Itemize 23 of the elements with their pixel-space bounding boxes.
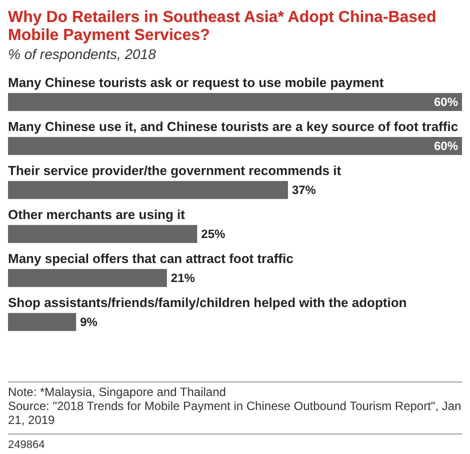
chart-subtitle: % of respondents, 2018	[8, 46, 156, 62]
bar	[8, 269, 167, 287]
y-tick-label: Their service provider/the government recommends it	[8, 163, 342, 178]
y-tick-label: Many special offers that can attract foot traffic	[8, 251, 294, 266]
chart-title: Why Do Retailers in Southeast Asia* Adopt China-Based Mobile Payment Services?	[8, 9, 436, 44]
text: Note: *Malaysia, Singapore and Thailand	[8, 385, 226, 399]
bar	[8, 181, 288, 199]
bar	[8, 93, 462, 111]
bar	[8, 313, 76, 331]
y-tick-label: Shop assistants/friends/family/children helped with the adoption	[8, 295, 407, 310]
bar	[8, 137, 462, 155]
data-label: 60%	[434, 139, 458, 153]
data-label: 9%	[80, 315, 98, 329]
data-label: 21%	[170, 271, 196, 285]
data-label: 60%	[434, 95, 458, 109]
y-tick-label: Many Chinese tourists ask or request to use mobile payment	[8, 75, 384, 90]
data-label: 25%	[201, 227, 226, 241]
source-note: Source: "2018 Trends for Mobile Payment in Chinese Outbound Tourism Report", Jan 21, 2019	[8, 399, 462, 427]
text: 249864	[8, 439, 45, 451]
y-tick-label: Many Chinese use it, and Chinese tourists are a key source of foot traffic	[8, 119, 458, 134]
y-tick-label: Other merchants are using it	[8, 207, 186, 222]
data-label: 37%	[292, 183, 316, 197]
bar	[8, 225, 198, 243]
